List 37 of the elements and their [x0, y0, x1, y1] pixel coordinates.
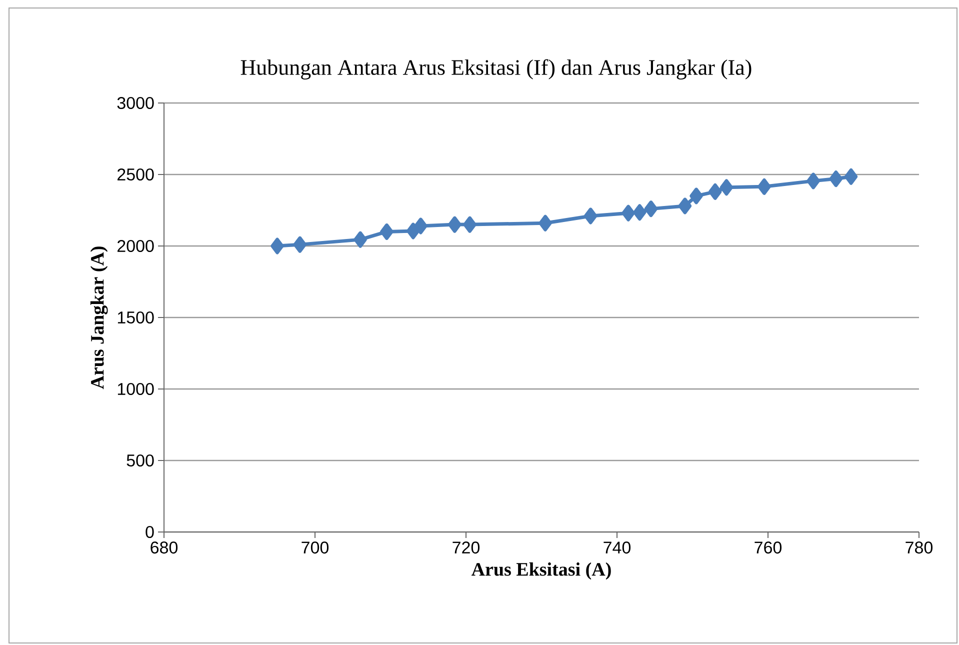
x-tick-label: 720	[452, 542, 480, 554]
point	[538, 214, 552, 232]
point	[829, 170, 843, 188]
point	[406, 222, 420, 240]
x-tick-label: 680	[150, 542, 178, 554]
y-tick-label: 2500	[118, 168, 154, 181]
point	[720, 179, 734, 196]
chart-title: Hubungan Antara Arus Eksitasi (If) dan Arus Jangkar (Ia)	[240, 59, 752, 80]
x-tick-label: 740	[604, 542, 631, 554]
x-tick-label: 700	[302, 542, 329, 554]
point	[380, 223, 394, 240]
x-axis-title: Arus Eksitasi (A)	[471, 562, 611, 580]
y-tick-label: 2000	[118, 240, 154, 252]
point	[270, 238, 284, 254]
point	[708, 183, 722, 200]
x-tick-label: 760	[754, 542, 782, 554]
point	[844, 168, 858, 185]
point	[354, 231, 367, 248]
y-tick-label: 0	[146, 526, 154, 538]
point	[584, 208, 598, 224]
y-axis-title: Arus Jangkar (A)	[90, 246, 108, 390]
point	[633, 204, 646, 221]
point	[758, 178, 771, 195]
point	[690, 188, 703, 204]
x-tick-label: 780	[906, 542, 933, 554]
point	[644, 200, 658, 218]
y-tick-label: 500	[126, 454, 154, 467]
point	[806, 172, 820, 190]
point	[622, 204, 635, 222]
y-tick-label: 3000	[117, 96, 154, 110]
point	[414, 218, 428, 234]
y-tick-label: 1000	[118, 382, 154, 396]
point	[448, 216, 462, 233]
point	[463, 216, 476, 233]
point	[678, 198, 692, 214]
point	[293, 236, 307, 253]
y-tick-label: 1500	[118, 311, 154, 324]
